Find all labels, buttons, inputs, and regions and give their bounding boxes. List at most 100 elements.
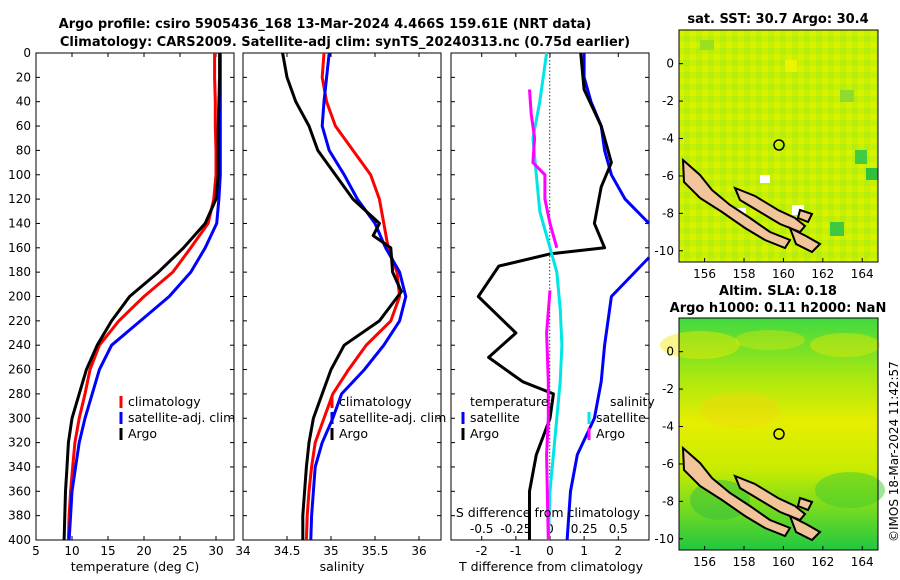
y-tick-label: 260 bbox=[8, 363, 31, 377]
sla-coastlines bbox=[681, 445, 822, 542]
map-y-tick-label: -4 bbox=[662, 420, 674, 434]
x-tick-label: 36 bbox=[411, 544, 426, 558]
y-tick-label: 200 bbox=[8, 290, 31, 304]
difference-x-ticks: -2 -1 0 1 2 bbox=[476, 53, 622, 558]
x-tick-label: 5 bbox=[32, 544, 40, 558]
y-tick-label: 380 bbox=[8, 509, 31, 523]
y-tick-label: 60 bbox=[16, 119, 31, 133]
x-tick-label: 34.5 bbox=[274, 544, 301, 558]
top-tick-label: -0.25 bbox=[500, 522, 531, 536]
salinity-xlabel: salinity bbox=[320, 559, 365, 574]
salinity-lines bbox=[281, 52, 408, 541]
x-tick-label: 35.5 bbox=[362, 544, 389, 558]
x-tick-label: -2 bbox=[476, 544, 488, 558]
x-tick-label: 2 bbox=[614, 544, 622, 558]
legend-label-climatology: climatology bbox=[339, 394, 412, 409]
map-x-tick-label: 160 bbox=[772, 267, 795, 281]
series-line-salinity-satellite bbox=[531, 52, 564, 541]
legend-label-t-argo: Argo bbox=[470, 426, 499, 441]
series-line-temperature-satellite-deep- bbox=[565, 256, 651, 541]
y-tick-label: 340 bbox=[8, 460, 31, 474]
legend-title-temperature: temperature bbox=[470, 394, 549, 409]
y-tick-label: 0 bbox=[23, 46, 31, 60]
sla-map-title-1: Altim. SLA: 0.18 bbox=[719, 284, 837, 299]
series-line-argo bbox=[62, 53, 222, 541]
series-line-salinity-argo bbox=[528, 89, 559, 249]
difference-legend-temperature: temperature satellite Argo bbox=[461, 394, 549, 441]
series-line-temperature-satellite bbox=[582, 53, 651, 225]
temperature-axes-box bbox=[35, 52, 235, 541]
legend-label-argo: Argo bbox=[339, 426, 368, 441]
sla-map-frame bbox=[678, 317, 879, 551]
y-tick-label: 320 bbox=[8, 436, 31, 450]
map-y-tick-label: -2 bbox=[662, 382, 674, 396]
x-tick-label: 10 bbox=[64, 544, 79, 558]
map-y-tick-label: -6 bbox=[662, 169, 674, 183]
sla-map-panel: Altim. SLA: 0.18 Argo h1000: 0.11 h2000:… bbox=[654, 284, 886, 569]
legend-label-argo: Argo bbox=[128, 426, 157, 441]
sst-field bbox=[679, 30, 878, 262]
x-tick-label: 25 bbox=[172, 544, 187, 558]
x-tick-label: 15 bbox=[100, 544, 115, 558]
map-y-tick-label: -4 bbox=[662, 132, 674, 146]
sst-map-panel: sat. SST: 30.7 Argo: 30.4 0 -2 -4 -6 -8 -10 1… bbox=[654, 12, 879, 281]
series-line-climatology bbox=[304, 52, 402, 541]
salinity-axes-box bbox=[242, 52, 442, 541]
series-line-climatology bbox=[66, 53, 218, 541]
x-tick-label: 0 bbox=[546, 544, 554, 558]
salinity-y-ticks bbox=[243, 52, 441, 541]
map-y-tick-label: -8 bbox=[662, 206, 674, 220]
y-tick-label: 240 bbox=[8, 338, 31, 352]
salinity-x-ticks: 34 34.5 35 35.5 36 bbox=[235, 53, 427, 558]
t-difference-label: T difference from climatology bbox=[458, 559, 644, 574]
map-x-tick-label: 162 bbox=[811, 555, 834, 569]
y-tick-label: 360 bbox=[8, 484, 31, 498]
sla-map-x-ticks: 156 158 160 162 164 bbox=[693, 546, 874, 569]
y-tick-label: 140 bbox=[8, 216, 31, 230]
series-line-argo bbox=[281, 52, 403, 540]
s-difference-label: S difference from climatology bbox=[456, 505, 641, 520]
map-x-tick-label: 158 bbox=[733, 555, 756, 569]
difference-y-ticks bbox=[451, 52, 649, 541]
difference-top-ticks: -0.5 -0.25 0 0.25 0.5 bbox=[470, 522, 628, 536]
map-x-tick-label: 164 bbox=[851, 267, 874, 281]
legend-label-s-argo: Argo bbox=[596, 426, 625, 441]
series-line-satellite-adj-clim bbox=[309, 52, 408, 541]
map-y-tick-label: -10 bbox=[654, 244, 674, 258]
x-tick-label: 20 bbox=[136, 544, 151, 558]
map-y-tick-label: -6 bbox=[662, 457, 674, 471]
y-tick-label: 220 bbox=[8, 314, 31, 328]
top-tick-label: -0.5 bbox=[470, 522, 493, 536]
legend-label-satellite: satellite-adj. clim bbox=[339, 410, 446, 425]
x-tick-label: -1 bbox=[510, 544, 522, 558]
y-tick-label: 300 bbox=[8, 411, 31, 425]
series-line-salinity-argo-deep- bbox=[545, 290, 552, 541]
argo-location-marker bbox=[773, 139, 785, 151]
map-x-tick-label: 164 bbox=[851, 555, 874, 569]
difference-lines bbox=[476, 52, 651, 541]
title-line-1: Argo profile: csiro 5905436_168 13-Mar-2… bbox=[59, 17, 592, 32]
salinity-legend: climatology satellite-adj. clim Argo bbox=[330, 394, 446, 441]
map-x-tick-label: 162 bbox=[811, 267, 834, 281]
y-tick-label: 180 bbox=[8, 265, 31, 279]
sla-map-title-2: Argo h1000: 0.11 h2000: NaN bbox=[670, 301, 887, 316]
legend-label-t-satellite: satellite bbox=[470, 410, 520, 425]
map-y-tick-label: -2 bbox=[662, 94, 674, 108]
y-tick-label: 160 bbox=[8, 241, 31, 255]
map-x-tick-label: 158 bbox=[733, 267, 756, 281]
series-line-satellite-adj-clim bbox=[67, 53, 222, 541]
salinity-panel: 34 34.5 35 35.5 36 salinity climatology sate… bbox=[235, 52, 446, 574]
temperature-panel: 0 20 40 60 80 100 120 140 160 180 200 220 240 260 280 3… bbox=[8, 46, 235, 574]
difference-panel: -2 -1 0 1 2 -0.5 -0.25 0 0.25 0.5 S difference f… bbox=[450, 52, 655, 574]
y-tick-label: 400 bbox=[8, 533, 31, 547]
argo-location-marker bbox=[773, 428, 785, 440]
legend-label-climatology: climatology bbox=[128, 394, 201, 409]
temperature-xlabel: temperature (deg C) bbox=[71, 559, 200, 574]
map-y-tick-label: -10 bbox=[654, 532, 674, 546]
x-tick-label: 34 bbox=[235, 544, 250, 558]
top-tick-label: 0.5 bbox=[609, 522, 628, 536]
y-tick-label: 280 bbox=[8, 387, 31, 401]
sst-map-y-ticks: 0 -2 -4 -6 -8 -10 bbox=[654, 57, 683, 258]
map-x-tick-label: 156 bbox=[693, 267, 716, 281]
